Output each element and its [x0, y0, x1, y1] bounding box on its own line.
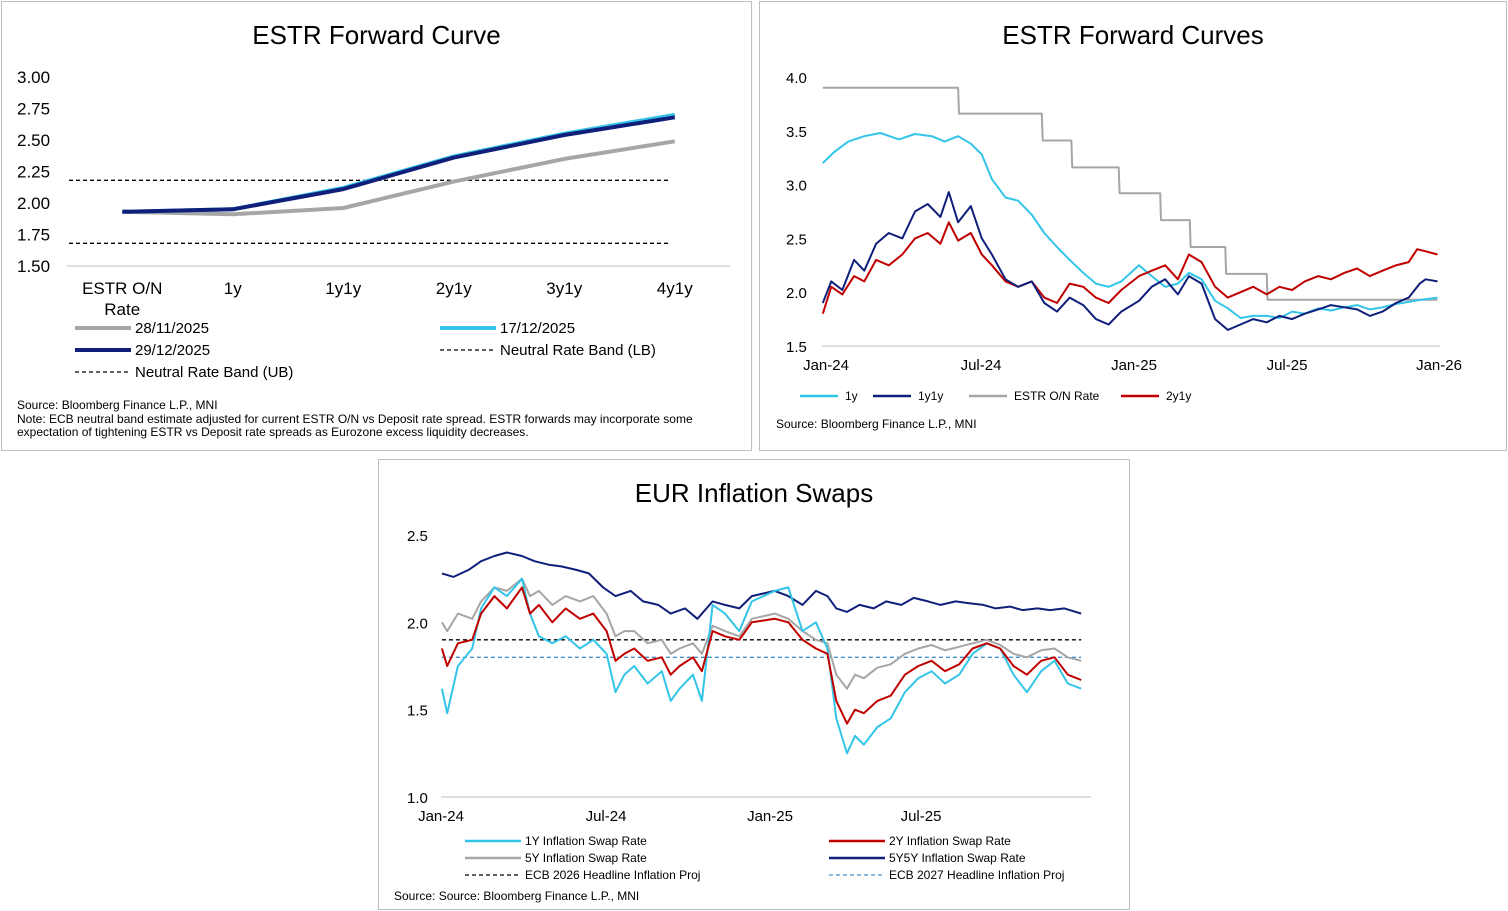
x-tick-label: Jan-26 [1416, 357, 1462, 374]
x-tick-label: Jul-24 [961, 357, 1002, 374]
x-tick-label: Jan-25 [747, 808, 793, 825]
y-tick-label: 2.0 [786, 285, 807, 302]
x-tick-label: Jan-24 [803, 357, 849, 374]
y-tick-label: 1.75 [17, 226, 50, 245]
y-tick-label: 3.5 [786, 124, 807, 141]
y-tick-label: 2.5 [786, 231, 807, 248]
y-tick-label: 2.00 [17, 194, 50, 213]
legend-label: 5Y5Y Inflation Swap Rate [889, 851, 1026, 865]
legend-label: 28/11/2025 [135, 320, 209, 337]
y-tick-label: 3.00 [17, 68, 50, 87]
x-tick-label: 3y1y [546, 279, 582, 298]
series-line-2y-inflation-swap-rate [440, 586, 1082, 725]
legend-label: 1y [845, 389, 858, 403]
series-line-1y-inflation-swap-rate [440, 577, 1082, 755]
series-line-5y5y-inflation-swap-rate [441, 551, 1082, 620]
x-tick-label: 1y1y [325, 279, 361, 298]
legend-label: 2Y Inflation Swap Rate [889, 834, 1011, 848]
series-line-1y1y [821, 191, 1438, 331]
series-line-28-11-2025 [122, 139, 676, 217]
chart-source: Source: Bloomberg Finance L.P., MNI [776, 417, 977, 431]
y-tick-label: 2.50 [17, 131, 50, 150]
x-tick-label: Jan-25 [1111, 357, 1157, 374]
x-tick-label: 2y1y [436, 279, 472, 298]
x-tick-label: Jul-25 [901, 808, 942, 825]
legend-label: 5Y Inflation Swap Rate [525, 851, 647, 865]
chart-title: EUR Inflation Swaps [634, 478, 874, 508]
y-tick-label: 4.0 [786, 70, 807, 87]
legend-label: Neutral Rate Band (LB) [500, 342, 656, 359]
y-tick-label: 1.0 [407, 790, 428, 807]
series-line-estr-o-n-rate [822, 86, 1438, 301]
legend-label: 17/12/2025 [500, 320, 575, 337]
chart-title: ESTR Forward Curves [1002, 20, 1264, 50]
y-tick-label: 1.50 [17, 257, 50, 276]
x-tick-label: Jul-25 [1267, 357, 1308, 374]
chart-title: ESTR Forward Curve [252, 20, 501, 50]
x-tick-label: ESTR O/N Rate [82, 279, 162, 319]
x-tick-label: Jul-24 [586, 808, 627, 825]
x-tick-label: 1y [224, 279, 242, 298]
estr-forward-curve-chart: 3.00 2.75 2.50 2.25 2.00 1.75 1.50 ESTR O/N Rate… [17, 68, 730, 381]
chart-source: Source: Source: Bloomberg Finance L.P., … [394, 889, 640, 903]
series-line-2y1y [821, 221, 1438, 315]
y-tick-label: 2.5 [407, 528, 428, 545]
y-tick-label: 2.25 [17, 163, 50, 182]
legend-label: 1y1y [918, 389, 943, 403]
legend-label: ESTR O/N Rate [1014, 389, 1100, 403]
estr-forward-curves-panel: ESTR Forward Curves 4.0 3.5 3.0 2.5 2.0 1.5 Ja… [759, 1, 1507, 451]
y-tick-label: 1.5 [407, 703, 428, 720]
y-tick-label: 1.5 [786, 339, 807, 356]
legend-label: 1Y Inflation Swap Rate [525, 834, 647, 848]
y-tick-label: 3.0 [786, 178, 807, 195]
legend-label: ECB 2027 Headline Inflation Proj [889, 868, 1064, 882]
series-line-5y-inflation-swap-rate [441, 577, 1082, 690]
y-tick-label: 2.0 [407, 615, 428, 632]
estr-forward-curve-panel: ESTR Forward Curve 3.00 2.75 2.50 2.25 2.00 1… [1, 1, 752, 451]
y-tick-label: 2.75 [17, 100, 50, 119]
x-tick-label: 4y1y [657, 279, 693, 298]
series-line-1y [822, 132, 1438, 319]
legend-label: 29/12/2025 [135, 342, 210, 359]
legend-label: Neutral Rate Band (UB) [135, 364, 293, 381]
x-tick-label: Jan-24 [418, 808, 464, 825]
chart-source: Source: Bloomberg Finance L.P., MNI [17, 398, 218, 412]
series-line-29-12-2025 [122, 115, 676, 214]
eur-inflation-swaps-panel: EUR Inflation Swaps 2.5 2.0 1.5 1.0 Jan-24 Ju… [378, 459, 1130, 910]
chart-note: Note: ECB neutral band estimate adjusted… [17, 412, 693, 439]
legend-label: ECB 2026 Headline Inflation Proj [525, 868, 700, 882]
legend-label: 2y1y [1166, 389, 1191, 403]
